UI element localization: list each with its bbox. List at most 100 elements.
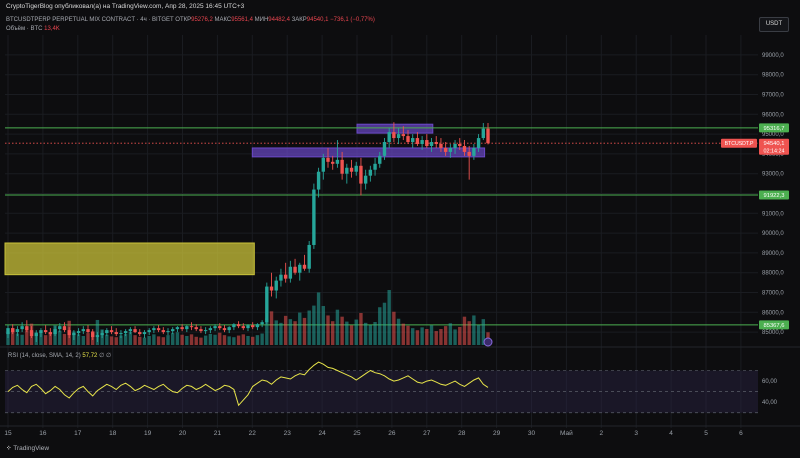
volume-bar xyxy=(396,318,401,345)
volume-bar xyxy=(373,322,377,345)
volume-bar xyxy=(39,333,43,345)
open-label: ОТКР xyxy=(175,17,192,23)
price-tick-label: 86000,0 xyxy=(762,310,784,316)
candle-body xyxy=(331,161,335,164)
volume-bar xyxy=(321,306,325,345)
candle-body xyxy=(255,324,260,328)
volume-bar xyxy=(58,330,62,345)
candle-body xyxy=(439,144,443,148)
time-tick-label: 26 xyxy=(388,430,396,437)
candle-body xyxy=(411,138,415,143)
time-tick-label: 25 xyxy=(353,430,361,437)
candle-body xyxy=(269,286,274,291)
volume-bar xyxy=(345,321,349,345)
candle-body xyxy=(448,147,453,152)
candles xyxy=(6,122,490,342)
rsi-line xyxy=(7,361,489,407)
volume-bar xyxy=(392,311,396,345)
time-tick-label: 27 xyxy=(423,430,431,437)
zone-yellow xyxy=(4,242,255,276)
candle-body xyxy=(274,280,278,291)
candle-body xyxy=(62,326,67,331)
volume-bar xyxy=(387,290,391,345)
volume-bar xyxy=(236,335,241,345)
volume-bar xyxy=(128,331,133,345)
candle-body xyxy=(241,326,245,329)
candle-body xyxy=(434,142,438,144)
volume-bar xyxy=(462,316,467,345)
candle-body xyxy=(109,330,114,333)
candle-body xyxy=(359,165,363,184)
candle-body xyxy=(283,274,288,279)
volume-bar xyxy=(161,337,165,345)
time-axis[interactable]: 15 16 17 18 19 20 21 22 23 24 25 26 27 28 29 30 Май 2 3 4 5 6 xyxy=(0,425,800,437)
candle-body xyxy=(29,330,34,337)
support-resistance-levels xyxy=(5,127,758,326)
volume-bar xyxy=(142,337,147,345)
candle-body xyxy=(53,329,57,335)
candle-body xyxy=(396,134,401,139)
price-tick-label: 89000,0 xyxy=(762,251,784,257)
candle-body xyxy=(293,266,297,273)
volume-bar xyxy=(368,324,373,345)
candle-body xyxy=(185,326,189,330)
time-tick-label: 19 xyxy=(144,430,152,437)
candle-body xyxy=(218,326,222,329)
low-label: МИН xyxy=(254,17,269,23)
volume-bar xyxy=(340,316,344,345)
candle-body xyxy=(260,322,264,325)
level-price-text: 85367,6 xyxy=(764,323,785,329)
candle-body xyxy=(401,134,405,137)
volume-bar xyxy=(180,334,184,345)
candle-body xyxy=(95,335,100,338)
currency-button[interactable]: USDT xyxy=(759,17,789,32)
candle-body xyxy=(81,329,85,332)
candle-body xyxy=(208,328,213,331)
candle-body xyxy=(321,157,325,172)
candle-body xyxy=(363,175,368,184)
grid xyxy=(5,35,758,428)
time-tick-label: 28 xyxy=(458,430,466,437)
open-value: 95276,2 xyxy=(191,17,213,23)
tradingview-logo-icon: ⁘ xyxy=(6,445,14,452)
volume-bar xyxy=(171,333,175,345)
low-value: 94482,4 xyxy=(268,17,290,23)
price-tick-label: 99000,0 xyxy=(762,53,784,59)
volume-bar xyxy=(227,336,231,345)
candle-body xyxy=(119,333,123,335)
volume-bar xyxy=(76,334,81,345)
rsi-tick-label: 60,00 xyxy=(762,379,778,385)
candle-body xyxy=(279,274,283,281)
candle-body xyxy=(133,329,137,333)
symbol-tag xyxy=(721,138,757,148)
time-tick-label: 17 xyxy=(74,430,82,437)
symbol-label[interactable]: BTCUSDTPERP PERPETUAL MIX CONTRACT · 4ч … xyxy=(6,17,174,23)
volume-bar xyxy=(363,322,368,345)
price-tick-label: 90000,0 xyxy=(762,231,784,237)
volume-bar xyxy=(288,319,293,345)
candle-body xyxy=(462,145,467,152)
volume-value: 13,4K xyxy=(44,26,60,32)
price-tick-label: 94000,0 xyxy=(762,152,784,158)
volume-bar xyxy=(312,305,316,345)
volume-bar xyxy=(208,333,213,345)
volume-bar xyxy=(152,334,156,345)
candle-body xyxy=(246,325,250,329)
candle-body xyxy=(429,142,434,146)
price-axis[interactable]: 85000,0 86000,0 87000,0 88000,0 89000,0 90000… xyxy=(762,53,784,336)
candle-body xyxy=(114,332,118,335)
price-tick-label: 97000,0 xyxy=(762,93,784,99)
price-tick-label: 96000,0 xyxy=(762,112,784,118)
candle-body xyxy=(128,329,133,332)
volume-label[interactable]: Объём · BTC xyxy=(6,26,43,32)
candle-body xyxy=(443,147,448,152)
volume-bar xyxy=(269,311,274,345)
candle-body xyxy=(43,330,48,333)
zone-purple-upper xyxy=(356,123,434,134)
volume-bar xyxy=(434,331,438,345)
high-label: МАКС xyxy=(214,17,232,23)
rsi-label[interactable]: RSI (14, close, SMA, 14, 2) xyxy=(8,353,81,359)
candle-body xyxy=(472,147,476,156)
